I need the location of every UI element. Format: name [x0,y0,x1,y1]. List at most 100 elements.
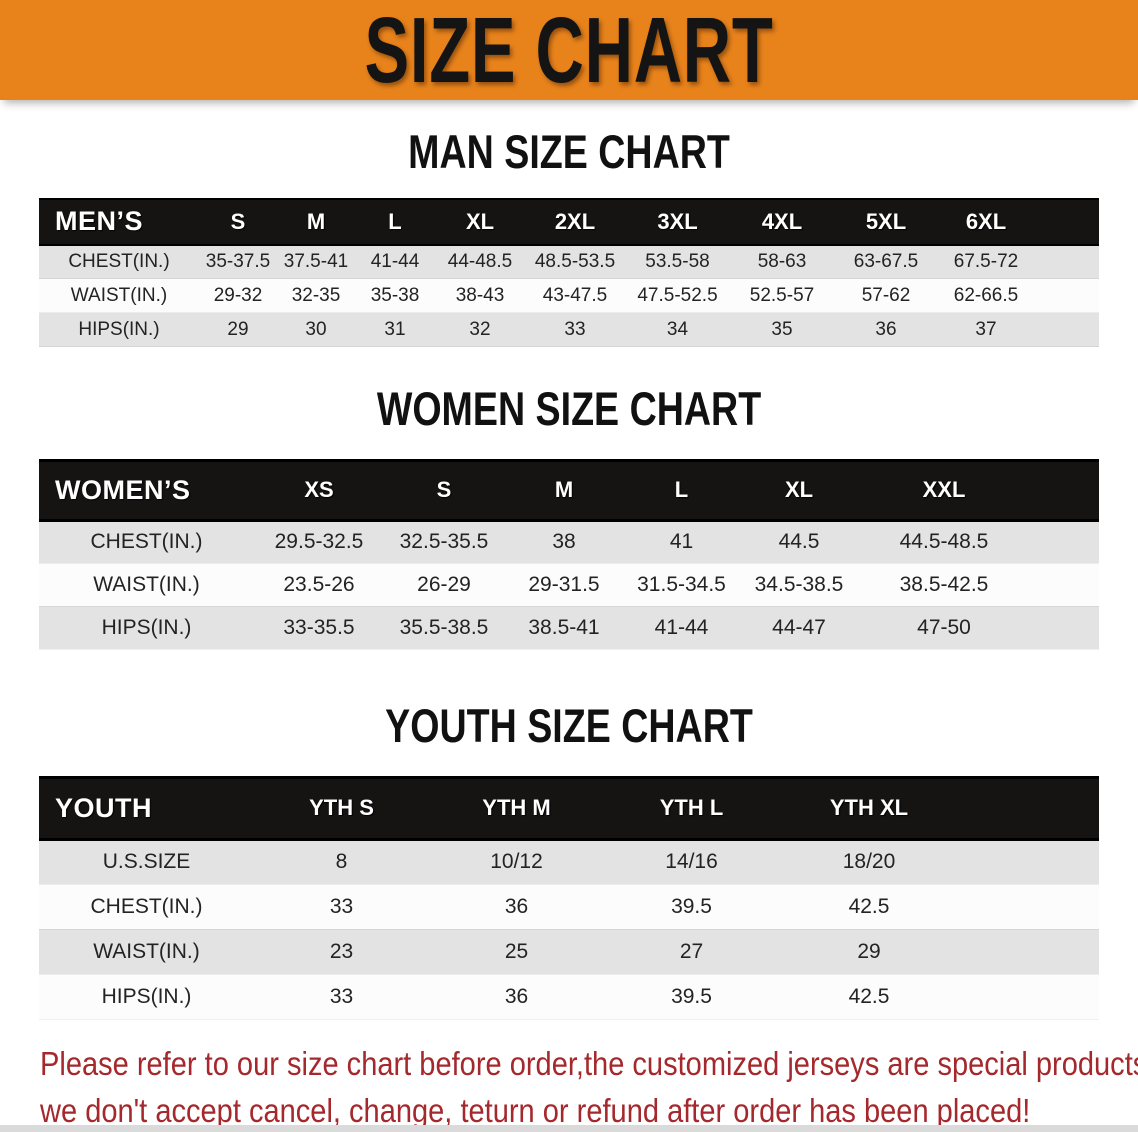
size-column-header: 3XL [625,197,730,246]
cell-value: 42.5 [848,894,890,918]
cell-value: 57-62 [861,284,911,306]
cell-value: 35-38 [370,284,420,306]
filler-cell [1029,563,1099,606]
cell-value: 30 [305,318,327,340]
row-label: WAIST(IN.) [93,572,200,596]
men-section: MAN SIZE CHART MEN’S S M L XL 2XL 3XL 4XL 5XL 6XL… [0,126,1138,347]
size-column-header: L [355,197,435,246]
cell-value: 43-47.5 [542,284,608,306]
row-label: CHEST(IN.) [68,250,170,272]
cell-value: 38.5-41 [528,615,600,639]
measurement-row: HIPS(IN.) 33-35.5 35.5-38.5 38.5-41 41-44 44-… [39,606,1099,650]
cell-value: 41-44 [654,615,709,639]
size-column-header: XL [739,458,859,522]
row-label: HIPS(IN.) [101,984,192,1008]
size-column-header: S [384,458,504,522]
cell-value: 36 [504,894,529,918]
size-column-header: L [624,458,739,522]
filler-cell [1029,520,1099,563]
row-label: HIPS(IN.) [101,615,192,639]
filler-cell [959,775,1099,841]
cell-value: 53.5-58 [645,250,710,272]
size-column-header: M [277,197,355,246]
size-column-header: XXL [859,458,1029,522]
measurement-row: WAIST(IN.) 29-32 32-35 35-38 38-43 43-47.5 47.… [39,278,1099,313]
cell-value: 35.5-38.5 [399,615,489,639]
cell-value: 32 [469,318,491,340]
cell-value: 36 [875,318,897,340]
youth-size-table: YOUTH YTH S YTH M YTH L YTH XL U.S.SIZE 8 10/12… [39,775,1099,1020]
size-column-header: YTH M [429,775,604,841]
size-column-header: 4XL [730,197,834,246]
cell-value: 23.5-26 [283,572,355,596]
note-line-2: we don't accept cancel, change, teturn o… [40,1091,1031,1129]
filler-cell [1034,197,1099,246]
measurement-row: HIPS(IN.) 33 36 39.5 42.5 [39,974,1099,1020]
cell-value: 31.5-34.5 [637,572,726,596]
cell-value: 48.5-53.5 [534,250,616,272]
cell-value: 29-31.5 [528,572,600,596]
measurement-row: CHEST(IN.) 35-37.5 37.5-41 41-44 44-48.5 48.5… [39,244,1099,279]
women-section-heading: WOMEN SIZE CHART [376,382,762,436]
cell-value: 33 [329,984,354,1008]
filler-cell [1029,606,1099,649]
cell-value: 39.5 [671,894,712,918]
youth-section: YOUTH SIZE CHART YOUTH YTH S YTH M YTH L YTH… [0,700,1138,1020]
banner: SIZE CHART [0,0,1138,100]
cell-value: 36 [504,984,529,1008]
table-header-row: WOMEN’S XS S M L XL XXL [39,458,1099,522]
cell-value: 42.5 [848,984,890,1008]
row-label: WAIST(IN.) [70,284,168,306]
bottom-edge-strip [0,1125,1138,1132]
cell-value: 29 [857,939,881,963]
cell-value: 41 [669,530,694,554]
filler-cell [1034,279,1099,313]
row-label: CHEST(IN.) [90,894,203,918]
size-column-header: 6XL [938,197,1034,246]
filler-cell [959,884,1099,929]
cell-value: 35 [771,318,793,340]
filler-cell [1034,245,1099,279]
cell-value: 27 [679,939,704,963]
filler-cell [959,839,1099,884]
cell-value: 39.5 [671,984,712,1008]
cell-value: 47.5-52.5 [637,284,718,306]
cell-value: 32.5-35.5 [399,530,489,554]
cell-value: 37 [975,318,997,340]
cell-value: 44-48.5 [447,250,513,272]
cell-value: 37.5-41 [283,250,349,272]
cell-value: 38-43 [455,284,505,306]
table-group-label: YOUTH [39,775,254,841]
measurement-row: HIPS(IN.) 29 30 31 32 33 34 35 36 37 [39,312,1099,347]
row-label: CHEST(IN.) [90,530,203,554]
filler-cell [1029,458,1099,522]
women-size-table: WOMEN’S XS S M L XL XXL CHEST(IN.) 29.5-32.5 32.5… [39,458,1099,650]
men-size-table: MEN’S S M L XL 2XL 3XL 4XL 5XL 6XL CHEST(IN.) 35-37… [39,197,1099,348]
table-header-row: MEN’S S M L XL 2XL 3XL 4XL 5XL 6XL [39,197,1099,246]
cell-value: 8 [335,850,348,874]
row-label: HIPS(IN.) [78,318,160,340]
cell-value: 35-37.5 [205,250,271,272]
men-section-heading: MAN SIZE CHART [408,125,730,178]
size-column-header: YTH L [604,775,779,841]
note-line-1: Please refer to our size chart before or… [40,1044,1138,1082]
measurement-row: U.S.SIZE 8 10/12 14/16 18/20 [39,839,1099,885]
banner-title: SIZE CHART [364,0,774,102]
cell-value: 23 [329,939,354,963]
cell-value: 33-35.5 [283,615,355,639]
size-column-header: S [199,197,277,246]
cell-value: 41-44 [370,250,420,272]
cell-value: 31 [384,318,406,340]
size-column-header: 5XL [834,197,938,246]
measurement-row: CHEST(IN.) 29.5-32.5 32.5-35.5 38 41 44.5 44.5… [39,520,1099,564]
cell-value: 58-63 [757,250,807,272]
cell-value: 44-47 [772,615,826,639]
measurement-row: WAIST(IN.) 23 25 27 29 [39,929,1099,975]
cell-value: 10/12 [490,850,543,874]
cell-value: 38 [552,530,576,554]
cell-value: 32-35 [291,284,341,306]
cell-value: 52.5-57 [749,284,815,306]
filler-cell [959,974,1099,1019]
cell-value: 34.5-38.5 [754,572,844,596]
measurement-row: CHEST(IN.) 33 36 39.5 42.5 [39,884,1099,930]
